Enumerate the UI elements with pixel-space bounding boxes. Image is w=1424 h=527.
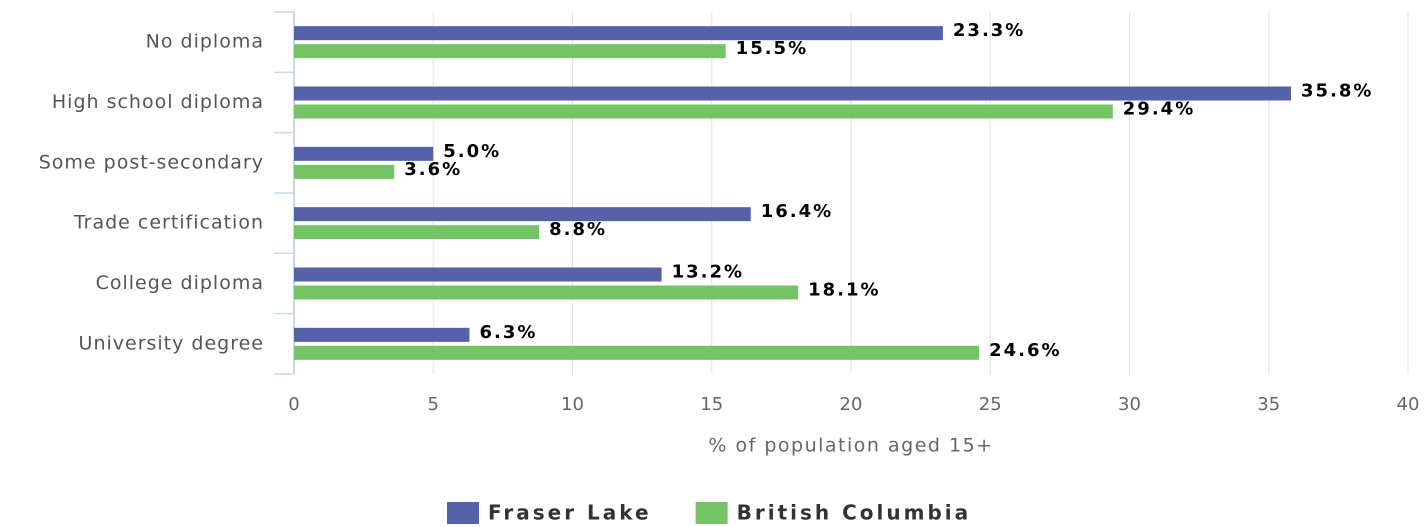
legend-label: Fraser Lake bbox=[488, 501, 652, 525]
bar bbox=[294, 26, 943, 41]
bar bbox=[294, 44, 726, 59]
bar bbox=[294, 225, 540, 240]
x-axis-title: % of population aged 15+ bbox=[708, 435, 993, 457]
bar bbox=[294, 164, 395, 179]
value-label: 35.8% bbox=[1301, 81, 1373, 102]
y-tick-label: Trade certification bbox=[73, 212, 264, 234]
x-tick-label: 10 bbox=[561, 394, 584, 415]
value-label: 3.6% bbox=[404, 159, 462, 180]
x-tick-label: 25 bbox=[979, 394, 1002, 415]
value-label: 24.6% bbox=[989, 340, 1061, 361]
bar bbox=[294, 345, 980, 360]
legend-swatch bbox=[695, 502, 728, 524]
bar bbox=[294, 327, 470, 342]
y-tick-label: University degree bbox=[79, 332, 264, 354]
y-tick-label: High school diploma bbox=[52, 91, 264, 113]
value-label: 8.8% bbox=[549, 219, 607, 240]
value-label: 23.3% bbox=[953, 20, 1025, 41]
legend-label: British Columbia bbox=[737, 501, 972, 525]
value-label: 29.4% bbox=[1123, 99, 1195, 120]
value-label: 5.0% bbox=[443, 141, 501, 162]
value-label: 13.2% bbox=[672, 262, 744, 283]
x-tick-label: 30 bbox=[1118, 394, 1141, 415]
bar bbox=[294, 86, 1292, 101]
value-label: 15.5% bbox=[736, 38, 808, 59]
x-tick-label: 15 bbox=[700, 394, 723, 415]
bar bbox=[294, 285, 799, 300]
legend-swatch bbox=[447, 502, 479, 524]
x-tick-label: 35 bbox=[1257, 394, 1280, 415]
value-label: 6.3% bbox=[479, 322, 537, 343]
value-label: 16.4% bbox=[761, 201, 833, 222]
bar bbox=[294, 207, 751, 222]
bar bbox=[294, 104, 1113, 119]
x-tick-label: 5 bbox=[428, 394, 439, 415]
bar bbox=[294, 267, 662, 282]
y-tick-label: Some post-secondary bbox=[39, 151, 264, 173]
bar bbox=[294, 146, 434, 161]
y-tick-label: No diploma bbox=[146, 31, 264, 53]
y-tick-label: College diploma bbox=[96, 272, 264, 294]
x-tick-label: 20 bbox=[840, 394, 863, 415]
value-label: 18.1% bbox=[808, 280, 880, 301]
x-tick-label: 0 bbox=[288, 394, 299, 415]
x-tick-label: 40 bbox=[1397, 394, 1420, 415]
